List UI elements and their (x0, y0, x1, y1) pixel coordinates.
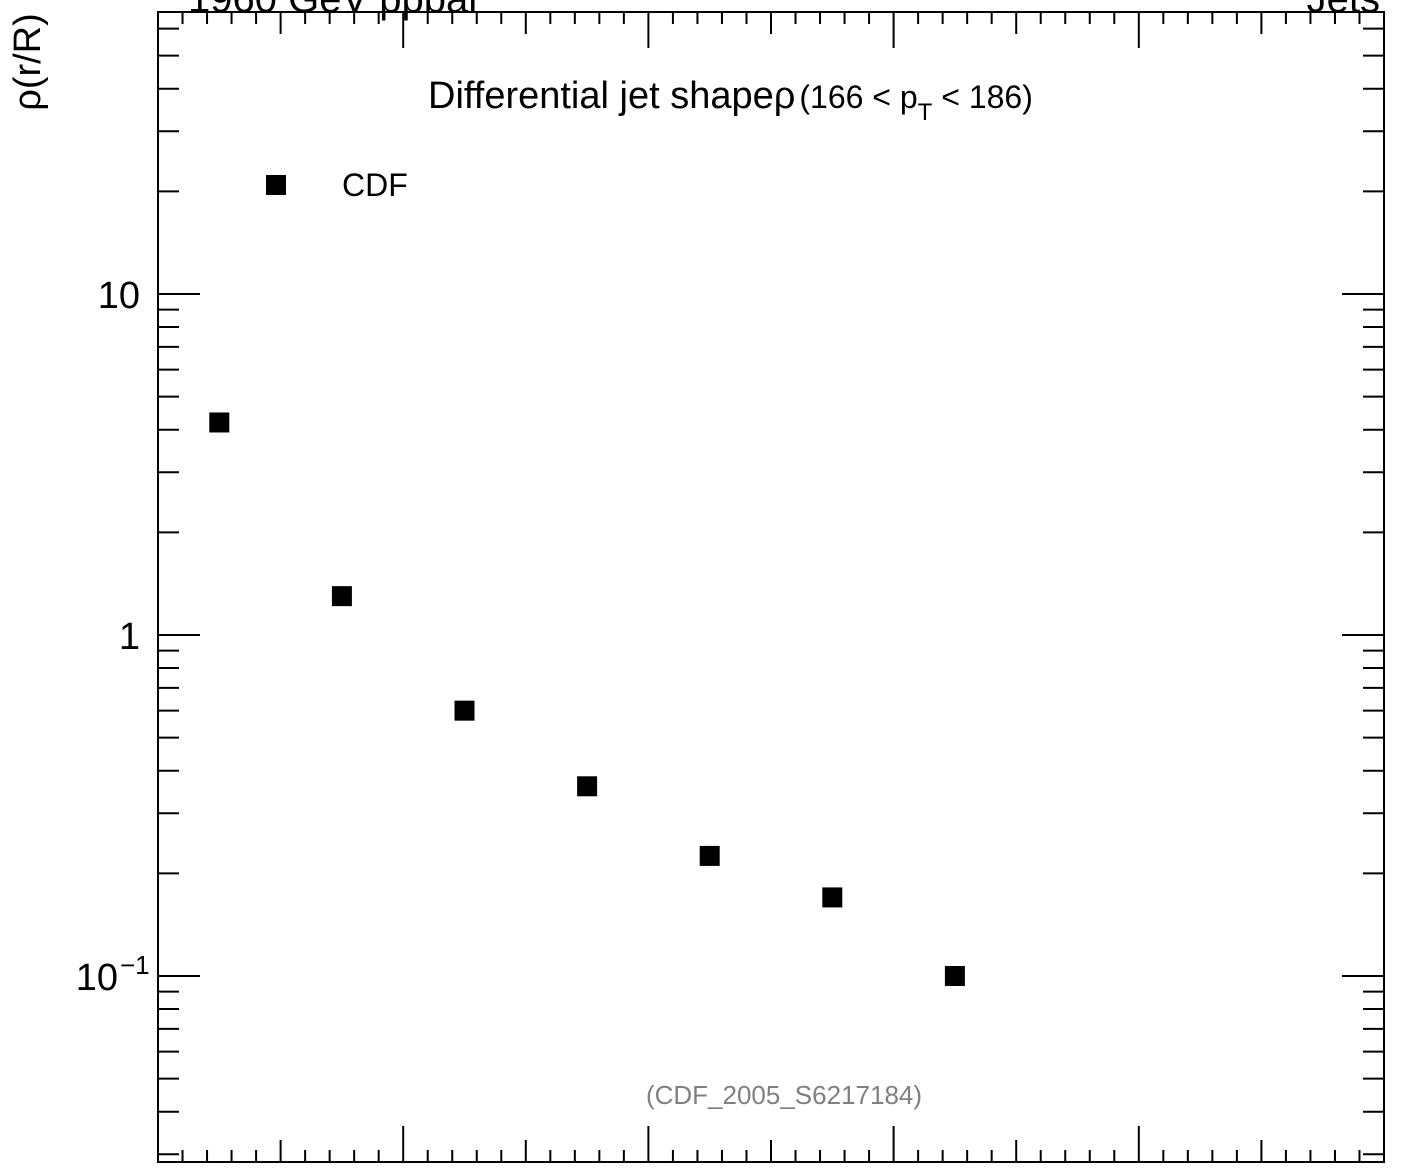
header-right-text: Jets (1307, 0, 1380, 21)
y-axis-ticks (158, 27, 1384, 1156)
data-point (454, 700, 475, 721)
data-point (577, 776, 598, 797)
chart-title-range-subscript: T (918, 99, 933, 126)
chart-title-range-suffix: < 186) (932, 79, 1033, 115)
chart-title: Differential jet shapeρ (166 < pT < 186) (428, 75, 1033, 126)
y-tick-label-exponent: −1 (120, 950, 150, 980)
y-tick-label-group: 10 −1 (76, 950, 150, 999)
legend: CDF (266, 167, 408, 203)
chart-title-main: Differential jet shape (428, 75, 774, 117)
header-left-text: 1960 GeV ppbar (188, 0, 482, 21)
analysis-id-annotation: (CDF_2005_S6217184) (646, 1080, 922, 1110)
data-point (699, 845, 720, 866)
y-tick-label: 10 (98, 275, 140, 317)
y-axis-label: ρ(r/R) (7, 13, 49, 111)
legend-marker-cdf (266, 175, 286, 195)
data-series-cdf (209, 412, 965, 986)
x-axis-ticks (157, 12, 1385, 1162)
y-tick-label: 10 (76, 957, 118, 999)
chart-title-symbol: ρ (774, 75, 796, 117)
y-tick-label: 1 (119, 616, 140, 658)
legend-label-cdf: CDF (342, 167, 408, 203)
data-point (944, 966, 965, 986)
data-point (822, 887, 843, 908)
data-point (209, 412, 230, 433)
chart-title-range-prefix: (166 < p (799, 79, 917, 115)
data-point (331, 586, 352, 607)
